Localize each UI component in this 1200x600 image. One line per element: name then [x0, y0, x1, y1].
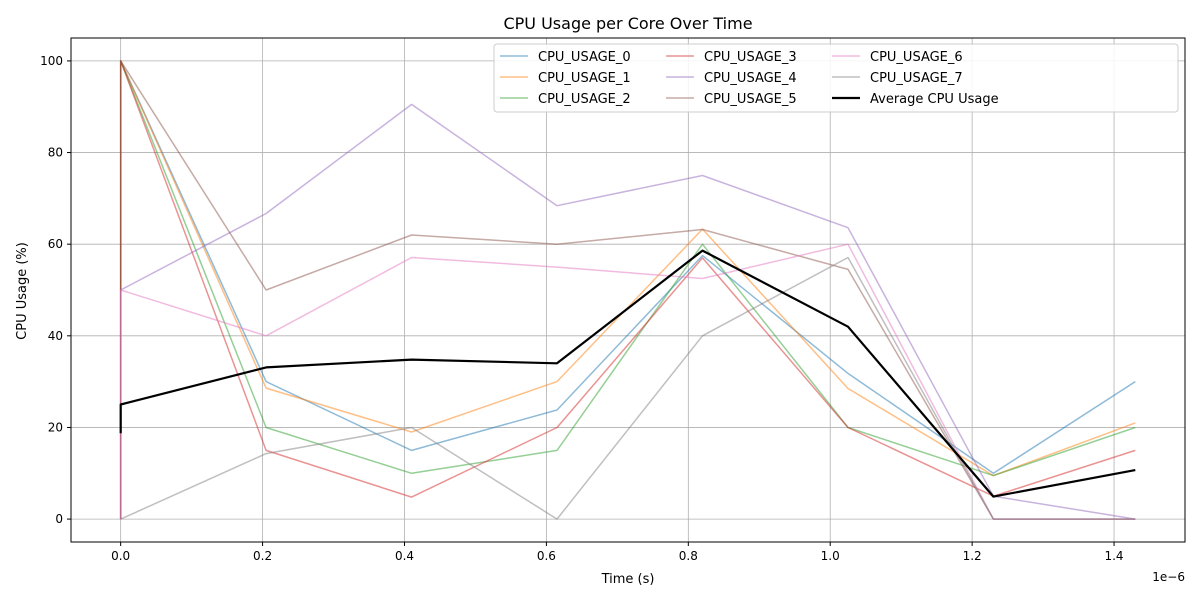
y-tick-label: 40	[48, 329, 63, 343]
y-tick-label: 0	[55, 512, 63, 526]
series-line-cpu-usage-4	[119, 103, 1136, 520]
legend-box	[493, 43, 1179, 113]
x-tick-label: 1.0	[821, 549, 840, 563]
x-axis-offset-label: 1e−6	[1152, 570, 1185, 584]
series-line-cpu-usage-0	[119, 60, 1136, 520]
plot-frame	[70, 37, 1186, 543]
x-tick-label: 0.8	[679, 549, 698, 563]
series-line-cpu-usage-3	[119, 60, 1136, 520]
y-tick-label: 100	[40, 54, 63, 68]
series-line-cpu-usage-6	[119, 243, 1136, 520]
legend-label-cpu-usage-3: CPU_USAGE_3	[704, 50, 797, 65]
series-line-cpu-usage-1	[119, 60, 1136, 520]
x-tick-label: 0.2	[253, 549, 272, 563]
y-tick-label: 80	[48, 146, 63, 160]
legend-label-cpu-usage-6: CPU_USAGE_6	[870, 50, 963, 65]
legend-label-cpu-usage-4: CPU_USAGE_4	[704, 71, 797, 86]
chart-title: CPU Usage per Core Over Time	[503, 14, 752, 33]
x-tick-label: 0.0	[111, 549, 130, 563]
x-axis-label: Time (s)	[601, 572, 655, 587]
x-tick-label: 1.4	[1104, 549, 1123, 563]
axis-ticks: 0.0 0.2 0.4 0.6 0.8 1.0 1.2 1.4 0 20 40 60 80 100	[40, 54, 1123, 563]
legend-label-cpu-usage-5: CPU_USAGE_5	[704, 92, 797, 107]
y-tick-label: 20	[48, 420, 63, 434]
x-tick-label: 0.4	[395, 549, 414, 563]
x-tick-label: 1.2	[963, 549, 982, 563]
legend-label-average-cpu-usage: Average CPU Usage	[870, 92, 999, 107]
series-line-cpu-usage-2	[119, 60, 1136, 520]
series-line-cpu-usage-7	[120, 256, 1136, 520]
series-line-average-cpu-usage	[119, 249, 1136, 498]
y-tick-label: 60	[48, 237, 63, 251]
legend-label-cpu-usage-7: CPU_USAGE_7	[870, 71, 963, 86]
legend-label-cpu-usage-1: CPU_USAGE_1	[538, 71, 631, 86]
series-line-cpu-usage-5	[119, 60, 1136, 520]
legend-label-cpu-usage-0: CPU_USAGE_0	[538, 50, 631, 65]
y-axis-label: CPU Usage (%)	[15, 242, 30, 340]
legend: CPU_USAGE_0 CPU_USAGE_1 CPU_USAGE_2 CPU_USA…	[493, 43, 1179, 113]
series-lines	[119, 60, 1136, 520]
x-tick-label: 0.6	[537, 549, 556, 563]
legend-label-cpu-usage-2: CPU_USAGE_2	[538, 92, 631, 107]
